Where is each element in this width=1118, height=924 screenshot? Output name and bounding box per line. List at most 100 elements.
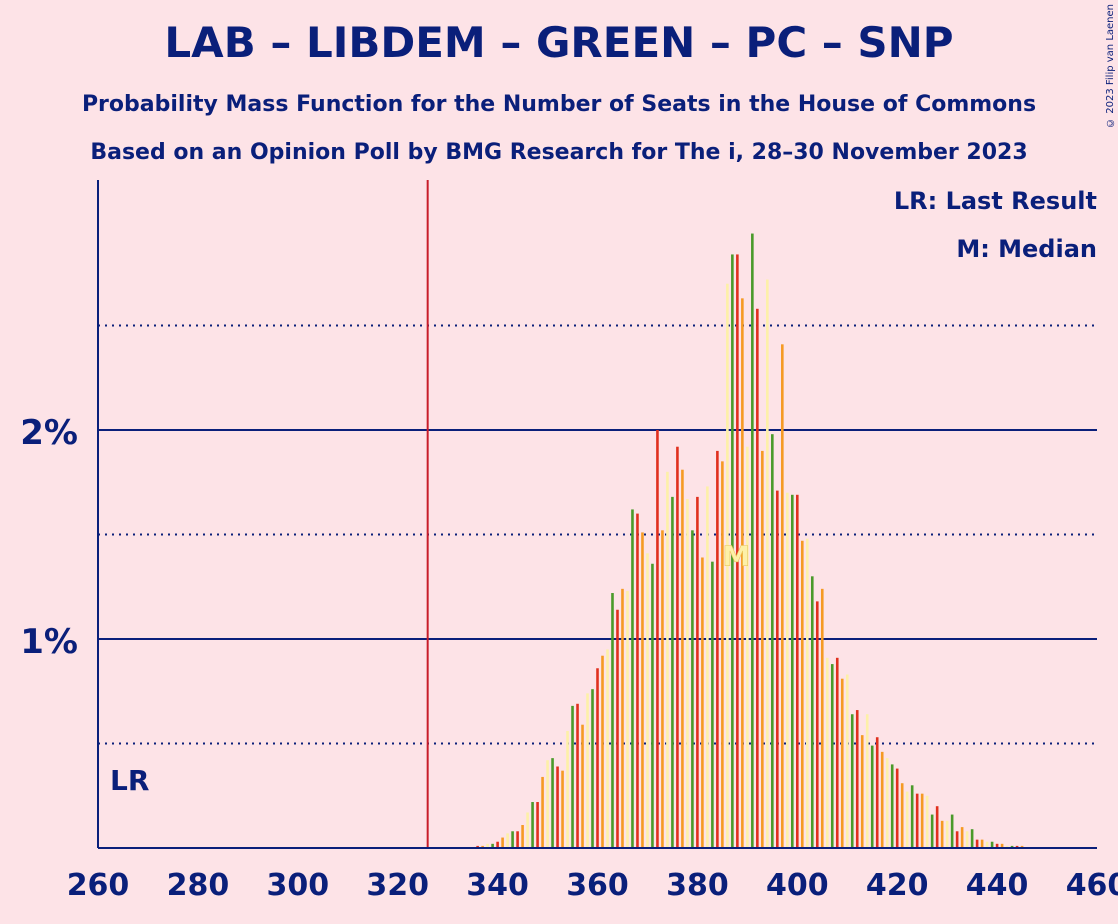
x-tick-label: 460 <box>1066 868 1118 903</box>
pmf-bar <box>985 841 989 848</box>
x-tick-label: 280 <box>167 868 230 903</box>
pmf-bar <box>840 678 844 848</box>
pmf-bar <box>706 486 709 848</box>
pmf-bar <box>880 751 884 848</box>
pmf-bar <box>825 657 829 848</box>
pmf-bar <box>526 812 529 848</box>
pmf-bar <box>915 793 919 848</box>
pmf-bar <box>1020 845 1024 848</box>
pmf-bar <box>541 776 544 848</box>
x-tick-label: 360 <box>566 868 629 903</box>
pmf-bar <box>945 820 949 848</box>
pmf-bar <box>955 831 959 848</box>
pmf-bar <box>1015 845 1019 848</box>
legend-median: M: Median <box>956 235 1097 263</box>
pmf-bar <box>1000 843 1004 848</box>
pmf-bar <box>621 588 624 848</box>
pmf-bar <box>661 530 664 848</box>
pmf-bar <box>536 802 539 848</box>
pmf-bar <box>845 674 849 848</box>
pmf-bar <box>546 760 549 848</box>
pmf-bar <box>561 770 564 848</box>
pmf-bar <box>1010 845 1014 848</box>
pmf-bar <box>636 513 639 848</box>
pmf-bar <box>586 693 589 848</box>
pmf-bar <box>930 814 934 848</box>
pmf-bar <box>591 689 594 848</box>
pmf-bar <box>776 490 779 848</box>
pmf-bar <box>796 494 799 848</box>
pmf-bar <box>875 737 879 848</box>
pmf-bar <box>646 553 649 848</box>
pmf-bar <box>686 498 689 848</box>
pmf-bar <box>990 841 994 848</box>
pmf-bar <box>746 446 749 848</box>
pmf-bar <box>850 714 854 848</box>
pmf-bar <box>860 735 864 848</box>
pmf-bar <box>671 496 674 848</box>
pmf-bar <box>940 820 944 848</box>
pmf-bar <box>651 563 654 848</box>
pmf-bar <box>666 471 669 848</box>
pmf-bar <box>606 649 609 848</box>
pmf-bar <box>756 308 759 848</box>
pmf-bar <box>556 766 559 848</box>
pmf-bar <box>980 839 984 848</box>
pmf-bar <box>726 283 729 848</box>
pmf-bar <box>970 829 974 848</box>
pmf-bar <box>751 233 754 849</box>
pmf-bar <box>791 494 794 848</box>
pmf-bar <box>965 831 969 848</box>
chart-title: LAB – LIBDEM – GREEN – PC – SNP <box>164 18 954 67</box>
x-tick-label: 340 <box>466 868 529 903</box>
pmf-bar <box>491 843 494 848</box>
pmf-bar <box>935 806 939 848</box>
pmf-bar <box>731 254 734 848</box>
pmf-bar <box>476 845 479 848</box>
x-tick-label: 400 <box>766 868 829 903</box>
pmf-bar <box>741 298 744 849</box>
pmf-bar <box>611 593 614 848</box>
x-tick-label: 440 <box>966 868 1029 903</box>
pmf-bar <box>900 783 904 848</box>
pmf-bar <box>551 758 554 848</box>
pmf-bar <box>601 655 604 848</box>
pmf-bar <box>905 791 909 848</box>
pmf-bar <box>890 764 894 848</box>
pmf-bar <box>631 509 634 848</box>
pmf-bar <box>566 730 569 848</box>
pmf-bar <box>950 814 954 848</box>
pmf-bar <box>736 254 739 848</box>
chart-subtitle: Probability Mass Function for the Number… <box>81 92 1037 117</box>
pmf-bar <box>830 664 834 848</box>
pmf-bar <box>521 825 524 848</box>
pmf-bar <box>721 461 724 848</box>
pmf-bar <box>885 758 889 848</box>
pmf-bar <box>1005 845 1009 848</box>
pmf-bar <box>511 831 514 848</box>
pmf-bar <box>681 469 684 848</box>
pmf-bar <box>531 802 534 848</box>
pmf-bar <box>960 827 964 848</box>
x-tick-label: 300 <box>266 868 329 903</box>
pmf-bar <box>786 492 789 848</box>
pmf-bar <box>895 768 899 848</box>
y-tick-label: 1% <box>20 622 78 662</box>
pmf-bar <box>501 837 504 848</box>
pmf-bar <box>576 703 579 848</box>
pmf-bar <box>696 496 699 848</box>
pmf-bar <box>616 609 619 848</box>
pmf-bar <box>870 745 874 848</box>
pmf-bar <box>975 839 979 848</box>
pmf-bar <box>910 785 914 848</box>
pmf-bar <box>596 668 599 848</box>
pmf-bar <box>771 434 774 848</box>
pmf-bar <box>805 538 809 848</box>
pmf-bar <box>676 446 679 848</box>
pmf-bar <box>691 530 694 848</box>
pmf-bar <box>995 843 999 848</box>
y-tick-label: 2% <box>20 413 78 453</box>
pmf-bar <box>920 793 924 848</box>
pmf-bar <box>925 795 929 848</box>
